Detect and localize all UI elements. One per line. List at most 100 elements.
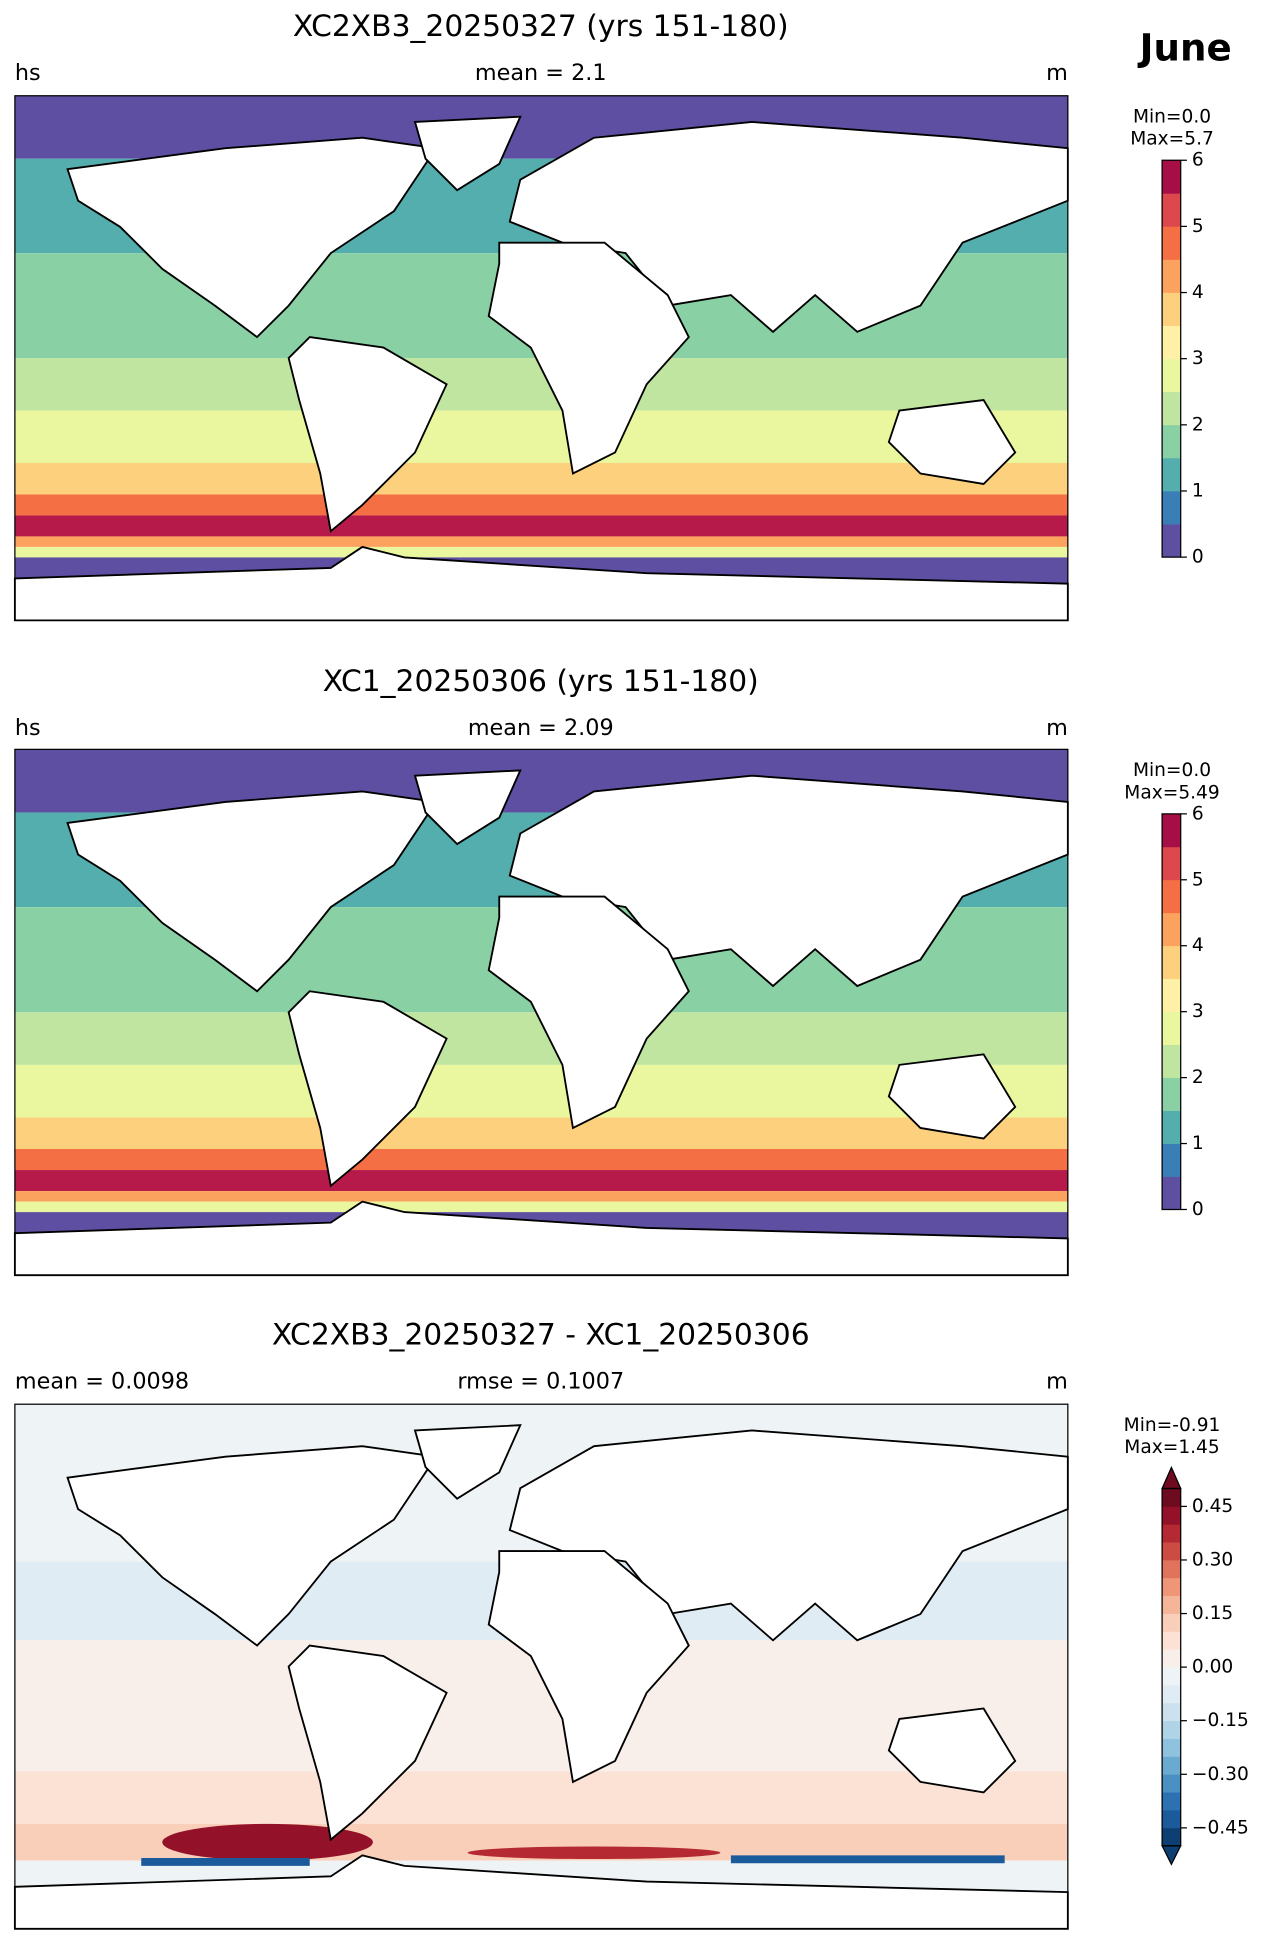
- field-band: [14, 1170, 1068, 1192]
- colorbar-bin: [1162, 1077, 1181, 1111]
- colorbar-bin: [1162, 1667, 1181, 1686]
- colorbar-tick-label: 6: [1192, 803, 1204, 824]
- center-label: mean = 2.1: [475, 60, 607, 86]
- colorbar-bin: [1162, 524, 1181, 558]
- colorbar-bin: [1162, 226, 1181, 260]
- panel-title: XC1_20250306 (yrs 151-180): [323, 664, 759, 699]
- land: [413, 769, 522, 846]
- land: [413, 115, 522, 192]
- colorbar-tick-label: 6: [1192, 150, 1204, 171]
- colorbar-bin: [1162, 1044, 1181, 1078]
- colorbar-bin: [1162, 1774, 1181, 1793]
- field-band: [14, 1201, 1068, 1213]
- colorbar-bin: [1162, 978, 1181, 1013]
- colorbar-bin: [1162, 1559, 1181, 1579]
- center-label: rmse = 0.1007: [457, 1368, 624, 1394]
- colorbar-tick-label: 0.15: [1192, 1603, 1233, 1624]
- colorbar-max: Max=1.45: [1124, 1437, 1219, 1458]
- land: [66, 1445, 438, 1647]
- colorbar-extend: [1161, 1465, 1182, 1490]
- colorbar-tick-label: 0.30: [1192, 1549, 1233, 1570]
- colorbar-bin: [1162, 1684, 1181, 1704]
- colorbar-bin: [1162, 1720, 1181, 1739]
- land: [287, 990, 448, 1188]
- land: [487, 895, 690, 1130]
- month-title: June: [1137, 25, 1232, 69]
- colorbar-bin: [1162, 1011, 1181, 1046]
- field-band: [14, 1117, 1068, 1150]
- land: [287, 1644, 448, 1842]
- colorbar-bin: [1162, 391, 1181, 426]
- land: [287, 336, 448, 533]
- field-band: [14, 546, 1068, 558]
- colorbar-bin: [1162, 259, 1181, 293]
- colorbar-tick-label: 0.45: [1192, 1496, 1233, 1517]
- colorbar-bin: [1162, 490, 1181, 525]
- colorbar-bin: [1162, 358, 1181, 393]
- colorbar-bin: [1162, 1756, 1181, 1775]
- colorbar-bin: [1162, 1738, 1181, 1757]
- colorbar-bin: [1162, 879, 1181, 914]
- colorbar-max: Max=5.7: [1130, 129, 1214, 150]
- colorbar-tick-label: 4: [1192, 935, 1204, 956]
- colorbar-tick-label: 0: [1192, 547, 1204, 568]
- colorbar-frame: [1161, 1487, 1182, 1847]
- field-band: [14, 494, 1068, 516]
- colorbar-bin: [1162, 325, 1181, 360]
- colorbar-tick-label: −0.45: [1192, 1817, 1249, 1838]
- colorbar-tick-label: 2: [1192, 1067, 1204, 1088]
- map-frame: [14, 748, 1069, 1276]
- left-label: hs: [15, 715, 41, 741]
- colorbar-tick-label: 2: [1192, 414, 1204, 435]
- colorbar-tick-label: 5: [1192, 216, 1204, 237]
- field-band: [14, 1149, 1068, 1171]
- land: [887, 399, 1017, 485]
- colorbar-bin: [1162, 1810, 1181, 1829]
- colorbar-bin: [1162, 1524, 1181, 1543]
- colorbar-tick-label: 3: [1192, 348, 1204, 369]
- field-anomaly: [141, 1857, 310, 1866]
- colorbar-bin: [1162, 1649, 1181, 1668]
- colorbar-bin: [1162, 1143, 1181, 1177]
- colorbar-bin: [1162, 912, 1181, 947]
- colorbar-bin: [1162, 1577, 1181, 1597]
- colorbar-bin: [1162, 1827, 1181, 1847]
- field-anomaly: [162, 1823, 373, 1861]
- colorbar-bin: [1162, 424, 1181, 459]
- field-band: [14, 1191, 1068, 1202]
- land: [487, 241, 690, 475]
- colorbar-bin: [1162, 1595, 1181, 1614]
- colorbar-bin: [1162, 457, 1181, 492]
- colorbar-bin: [1162, 1613, 1181, 1632]
- left-label: mean = 0.0098: [15, 1368, 189, 1394]
- field-band: [14, 536, 1068, 547]
- colorbar-min: Min=0.0: [1133, 106, 1211, 127]
- colorbar-tick-label: 0.00: [1192, 1657, 1233, 1678]
- colorbar-min: Min=0.0: [1133, 760, 1211, 781]
- colorbar-bin: [1162, 1792, 1181, 1811]
- colorbar-bin: [1162, 160, 1181, 194]
- right-label: m: [1046, 1368, 1068, 1394]
- colorbar-bin: [1162, 1702, 1181, 1722]
- colorbar-tick-label: −0.15: [1192, 1710, 1249, 1731]
- colorbar-bin: [1162, 1542, 1181, 1561]
- colorbar-tick-label: 5: [1192, 869, 1204, 890]
- land: [887, 1707, 1017, 1794]
- field-band: [14, 515, 1068, 537]
- colorbar-tick-label: 1: [1192, 480, 1204, 501]
- right-label: m: [1046, 715, 1068, 741]
- colorbar-tick-label: 3: [1192, 1001, 1204, 1022]
- colorbar-bin: [1162, 193, 1181, 227]
- center-label: mean = 2.09: [468, 715, 614, 741]
- panel: XC2XB3_20250327 (yrs 151-180) hs mean = 2.…: [13, 9, 1214, 622]
- colorbar-tick-label: −0.30: [1192, 1764, 1249, 1785]
- map-frame: [14, 1403, 1069, 1930]
- land: [413, 1424, 522, 1500]
- colorbar-max: Max=5.49: [1124, 782, 1219, 803]
- field-band: [14, 462, 1068, 495]
- colorbar-min: Min=-0.91: [1124, 1415, 1221, 1436]
- colorbar-tick-label: 0: [1192, 1199, 1204, 1220]
- colorbar-tick-label: 4: [1192, 282, 1204, 303]
